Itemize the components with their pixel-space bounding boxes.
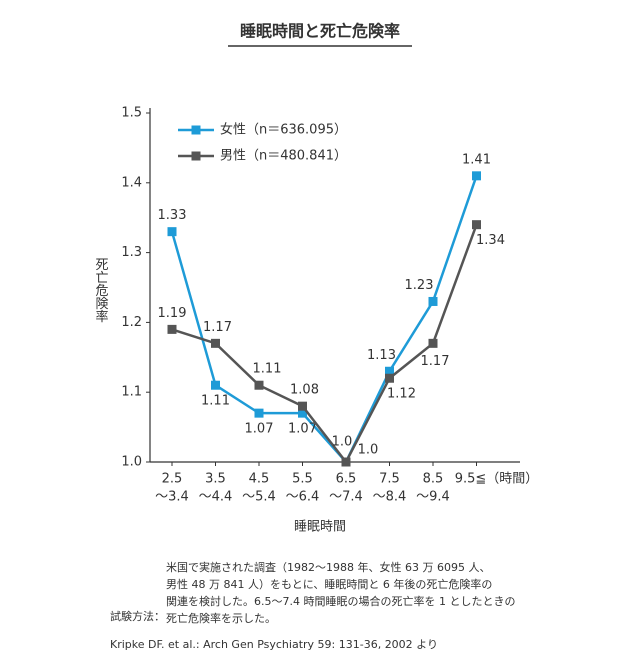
data-label: 1.12: [387, 387, 416, 402]
x-tick-label: 2.5: [162, 472, 183, 487]
data-point: [428, 296, 438, 306]
chart-title: 睡眠時間と死亡危険率: [240, 22, 400, 41]
data-label: 1.34: [476, 233, 505, 248]
x-tick-label: 7.5: [379, 472, 400, 487]
x-tick-label: 4.5: [249, 472, 270, 487]
x-tick-label: 〜9.4: [416, 490, 450, 505]
y-tick-label: 1.4: [121, 175, 142, 190]
data-label: 1.07: [288, 422, 317, 437]
data-point: [167, 227, 177, 237]
source: Kripke DF. et al.: Arch Gen Psychiatry 5…: [110, 638, 438, 651]
data-label: 1.17: [421, 354, 450, 369]
x-tick-label: 3.5: [205, 472, 226, 487]
data-label: 1.13: [367, 348, 396, 363]
notes-line: 男性 48 万 841 人）をもとに、睡眠時間と 6 年後の死亡危険率の: [166, 577, 492, 591]
series-line: [170, 175, 478, 465]
data-point: [211, 338, 220, 348]
x-tick-label: 〜8.4: [373, 490, 407, 505]
data-point: [254, 380, 264, 390]
data-point: [385, 373, 394, 383]
data-label: 1.23: [405, 278, 434, 293]
x-tick-label: 5.5: [292, 472, 313, 487]
y-tick-label: 1.2: [121, 315, 142, 330]
data-label: 1.0: [358, 443, 379, 458]
data-point: [167, 324, 177, 334]
x-axis-label: 睡眠時間: [294, 520, 346, 535]
data-label: 1.17: [203, 320, 232, 335]
x-tick-label: 6.5: [336, 472, 357, 487]
x-tick-label: 〜3.4: [155, 490, 189, 505]
data-point: [298, 408, 307, 418]
notes-line: 米国で実施された調査（1982〜1988 年、女性 63 万 6095 人、: [166, 560, 490, 574]
y-tick-label: 1.5: [121, 106, 142, 121]
legend-label: 男性（n＝480.841）: [220, 149, 347, 164]
data-point: [472, 220, 481, 230]
series-line: [171, 224, 478, 465]
data-point: [428, 338, 438, 348]
x-tick-label: 8.5: [423, 472, 444, 487]
x-tick-label: 〜6.4: [286, 490, 320, 505]
notes-line: 死亡危険率を示した。: [166, 611, 276, 625]
data-point: [211, 380, 220, 390]
data-label: 1.08: [290, 383, 319, 398]
data-label: 1.11: [253, 362, 282, 377]
y-axis-label: 死亡危険率: [93, 258, 109, 323]
data-label: 1.0: [332, 435, 353, 450]
x-tick-label: 〜5.4: [242, 490, 276, 505]
y-tick-label: 1.1: [121, 385, 142, 400]
data-point: [298, 401, 307, 411]
y-tick-label: 1.0: [121, 455, 142, 470]
data-point: [254, 408, 264, 418]
data-label: 1.41: [462, 152, 491, 167]
data-label: 1.07: [245, 422, 274, 437]
data-point: [341, 457, 351, 467]
data-label: 1.11: [201, 394, 230, 409]
x-tick-label: 9.5≦（時間）: [455, 472, 539, 487]
data-label: 1.19: [158, 306, 187, 321]
data-point: [385, 366, 394, 376]
notes-line: 関連を検討した。6.5〜7.4 時間睡眠の場合の死亡率を 1 としたときの: [166, 594, 515, 608]
data-point: [472, 171, 481, 181]
notes-label: 試験方法：: [110, 609, 165, 623]
x-tick-label: 〜4.4: [199, 490, 233, 505]
legend-marker: [191, 125, 201, 135]
legend-label: 女性（n＝636.095）: [220, 122, 347, 138]
data-label: 1.33: [158, 208, 187, 223]
x-tick-label: 〜7.4: [329, 490, 363, 505]
y-tick-label: 1.3: [121, 245, 142, 260]
legend-marker: [191, 151, 201, 161]
